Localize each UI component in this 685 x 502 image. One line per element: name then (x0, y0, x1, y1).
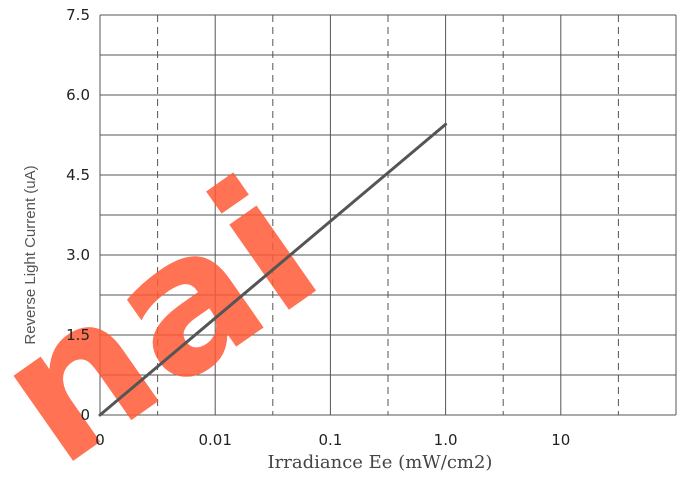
x-tick-label: 1.0 (434, 431, 458, 449)
x-tick-label: 10 (551, 431, 570, 449)
watermark: nai (0, 137, 355, 502)
y-tick-label: 4.5 (66, 166, 90, 184)
x-tick-label: 0.01 (198, 431, 231, 449)
y-axis-label: Reverse Light Current (uA) (22, 165, 39, 344)
series-line (98, 122, 448, 417)
y-tick-label: 0 (80, 406, 90, 424)
x-axis-label: Irradiance Ee (mW/cm2) (268, 452, 493, 473)
grid (99, 14, 677, 416)
x-tick-label: 0.1 (318, 431, 342, 449)
y-tick-label: 7.5 (66, 6, 90, 24)
series-layer (98, 122, 448, 417)
y-axis-ticks: 0 1.5 3.0 4.5 6.0 7.5 (66, 6, 90, 424)
x-tick-label: 0 (95, 431, 105, 449)
y-tick-label: 3.0 (66, 246, 90, 264)
watermark-text: nai (0, 137, 355, 502)
y-tick-label: 1.5 (66, 326, 90, 344)
y-tick-label: 6.0 (66, 86, 90, 104)
x-axis-ticks: 0 0.01 0.1 1.0 10 (95, 431, 570, 449)
